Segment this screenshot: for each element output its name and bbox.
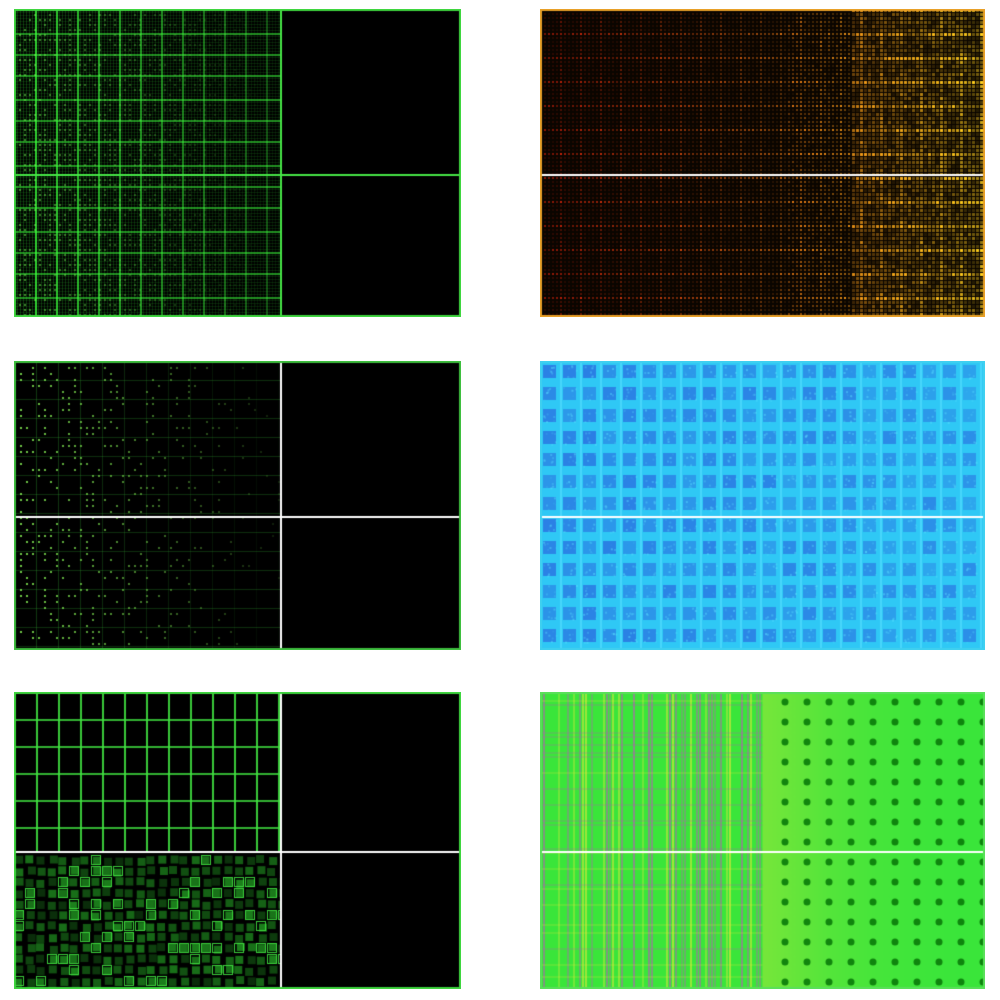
panel-canvas bbox=[540, 361, 985, 650]
panel-canvas bbox=[14, 9, 461, 317]
spectrogram-panel-cyan-blue bbox=[540, 361, 985, 650]
panel-canvas bbox=[540, 9, 985, 317]
spectrogram-panel-green-grid bbox=[14, 9, 461, 317]
spectrogram-panel-green-blocks bbox=[14, 692, 461, 989]
spectrogram-panel-green-yellow bbox=[540, 692, 985, 989]
panel-canvas bbox=[540, 692, 985, 989]
spectrogram-panel-green-sparse bbox=[14, 361, 461, 650]
spectrogram-panel-red-yellow bbox=[540, 9, 985, 317]
panel-canvas bbox=[14, 692, 461, 989]
panel-canvas bbox=[14, 361, 461, 650]
